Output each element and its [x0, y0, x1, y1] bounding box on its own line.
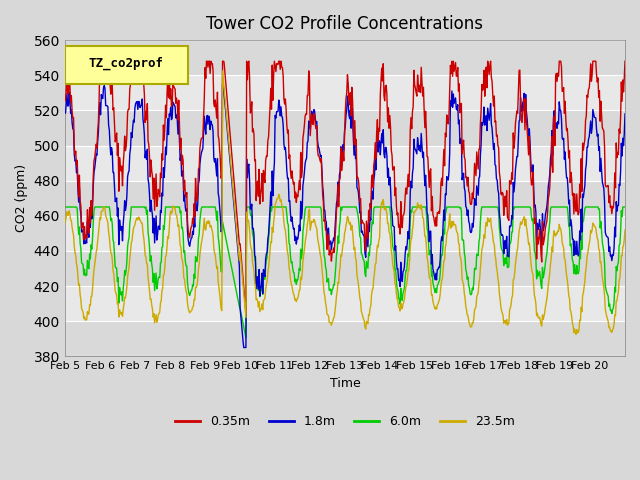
Legend: 0.35m, 1.8m, 6.0m, 23.5m: 0.35m, 1.8m, 6.0m, 23.5m — [170, 410, 520, 433]
Bar — [65, 180, 625, 216]
Y-axis label: CO2 (ppm): CO2 (ppm) — [15, 164, 28, 232]
Bar — [65, 251, 625, 286]
X-axis label: Time: Time — [330, 377, 360, 390]
Text: TZ_co2prof: TZ_co2prof — [89, 57, 164, 71]
FancyBboxPatch shape — [65, 47, 188, 84]
Title: Tower CO2 Profile Concentrations: Tower CO2 Profile Concentrations — [206, 15, 483, 33]
Bar — [65, 110, 625, 145]
Bar — [65, 40, 625, 75]
Bar — [65, 321, 625, 356]
